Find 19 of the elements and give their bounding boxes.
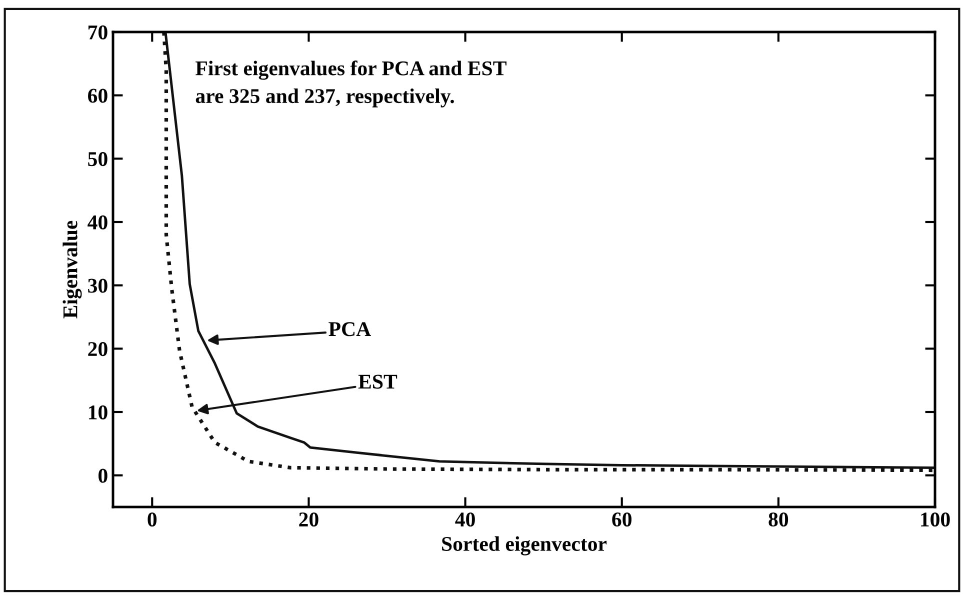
x-tick-label: 20: [299, 512, 318, 527]
x-tick-label: 0: [148, 512, 157, 527]
x-tick-label: 40: [455, 512, 475, 527]
annotation: First eigenvalues for PCA and EST are 325 and 237, respectively.: [196, 60, 506, 108]
y-tick-label: 10: [88, 405, 108, 420]
y-tick-label: 0: [98, 468, 108, 483]
x-tick-label: 60: [612, 512, 632, 527]
y-tick-label: 20: [88, 342, 108, 356]
annotation: PCA: [328, 322, 371, 336]
x-tick-label: 100: [921, 512, 950, 527]
y-tick-label: 40: [88, 215, 108, 230]
annotation: EST: [358, 374, 398, 389]
x-tick-label: 80: [768, 512, 788, 527]
y-tick-label: 60: [88, 88, 108, 103]
y-tick-label: 70: [88, 25, 108, 40]
x-axis-title: Sorted eigenvector: [442, 536, 607, 556]
y-tick-label: 50: [88, 152, 108, 166]
y-tick-label: 30: [88, 278, 108, 293]
y-axis-title: Eigenvalue: [62, 220, 82, 318]
